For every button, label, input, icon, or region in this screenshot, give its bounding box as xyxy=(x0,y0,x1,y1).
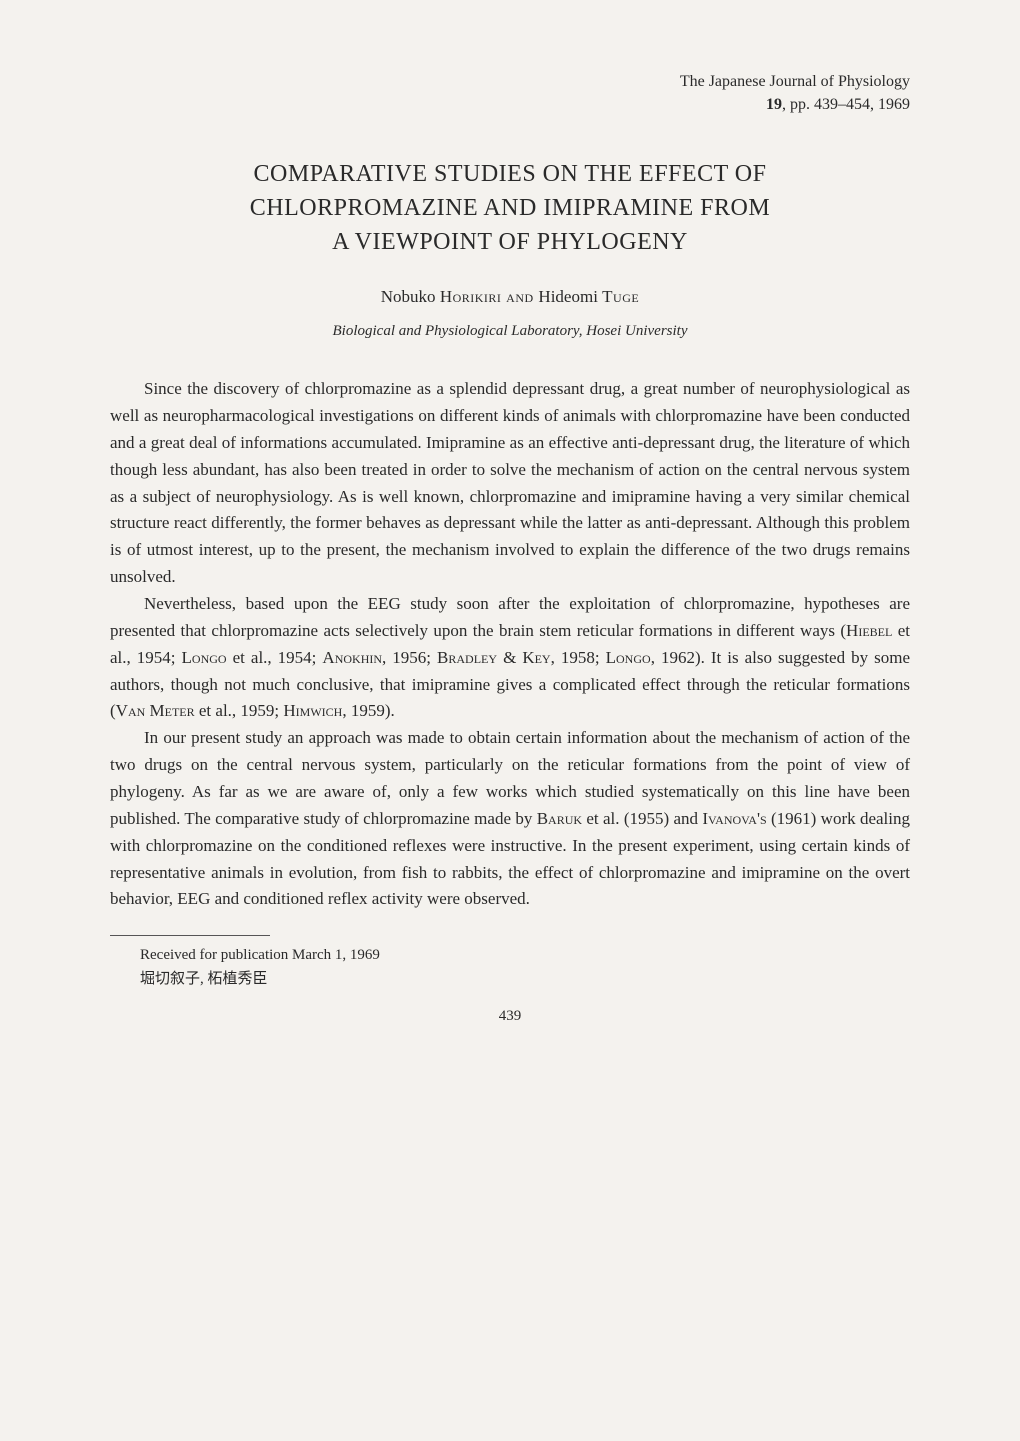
paragraph-3: In our present study an approach was mad… xyxy=(110,725,910,913)
ref-anokhin: Anokhin xyxy=(322,648,382,667)
journal-name: The Japanese Journal of Physiology xyxy=(110,70,910,93)
p3-b: et al. (1955) and xyxy=(582,809,702,828)
body-text: Since the discovery of chlorpromazine as… xyxy=(110,376,910,913)
author-2-given: Hideomi xyxy=(538,287,602,306)
footnote-received: Received for publication March 1, 1969 xyxy=(110,944,910,967)
title-line-1: COMPARATIVE STUDIES ON THE EFFECT OF xyxy=(254,161,767,187)
affiliation: Biological and Physiological Laboratory,… xyxy=(110,323,910,340)
ref-longo-2: Longo xyxy=(606,648,651,667)
article-title: COMPARATIVE STUDIES ON THE EFFECT OF CHL… xyxy=(110,158,910,259)
volume-number: 19 xyxy=(766,96,782,113)
journal-citation: 19, pp. 439–454, 1969 xyxy=(110,93,910,116)
p2-i: , 1959). xyxy=(342,701,394,720)
ref-vanmeter: Van Meter xyxy=(116,701,195,720)
author-1-given: Nobuko xyxy=(381,287,440,306)
p2-e: & xyxy=(497,648,522,667)
author-connector: and xyxy=(501,287,538,306)
title-line-2: CHLORPROMAZINE AND IMIPRAMINE FROM xyxy=(250,195,770,221)
p2-d: , 1956; xyxy=(382,648,437,667)
author-line: Nobuko Horikiri and Hideomi Tuge xyxy=(110,287,910,307)
title-line-3: A VIEWPOINT OF PHYLOGENY xyxy=(332,229,688,255)
p2-f: , 1958; xyxy=(551,648,606,667)
ref-ivanova: Ivanova's xyxy=(702,809,766,828)
ref-himwich: Himwich xyxy=(283,701,342,720)
page-number: 439 xyxy=(110,1008,910,1025)
ref-key: Key xyxy=(522,648,550,667)
paragraph-2: Nevertheless, based upon the EEG study s… xyxy=(110,591,910,725)
ref-longo-1: Longo xyxy=(182,648,227,667)
footnote-rule xyxy=(110,935,270,936)
ref-hiebel: Hiebel xyxy=(846,621,892,640)
p1-text: Since the discovery of chlorpromazine as… xyxy=(110,379,910,586)
p2-h: et al., 1959; xyxy=(195,701,284,720)
ref-bradley: Bradley xyxy=(437,648,497,667)
paper-page: The Japanese Journal of Physiology 19, p… xyxy=(0,0,1020,1075)
footnote-cjk-names: 堀切叙子, 柘植秀臣 xyxy=(110,967,910,988)
p2-a: Nevertheless, based upon the EEG study s… xyxy=(110,594,910,640)
p2-c: et al., 1954; xyxy=(227,648,323,667)
paragraph-1: Since the discovery of chlorpromazine as… xyxy=(110,376,910,591)
author-1-surname: Horikiri xyxy=(440,287,502,306)
ref-baruk: Baruk xyxy=(537,809,582,828)
journal-header: The Japanese Journal of Physiology 19, p… xyxy=(110,70,910,116)
author-2-surname: Tuge xyxy=(602,287,639,306)
